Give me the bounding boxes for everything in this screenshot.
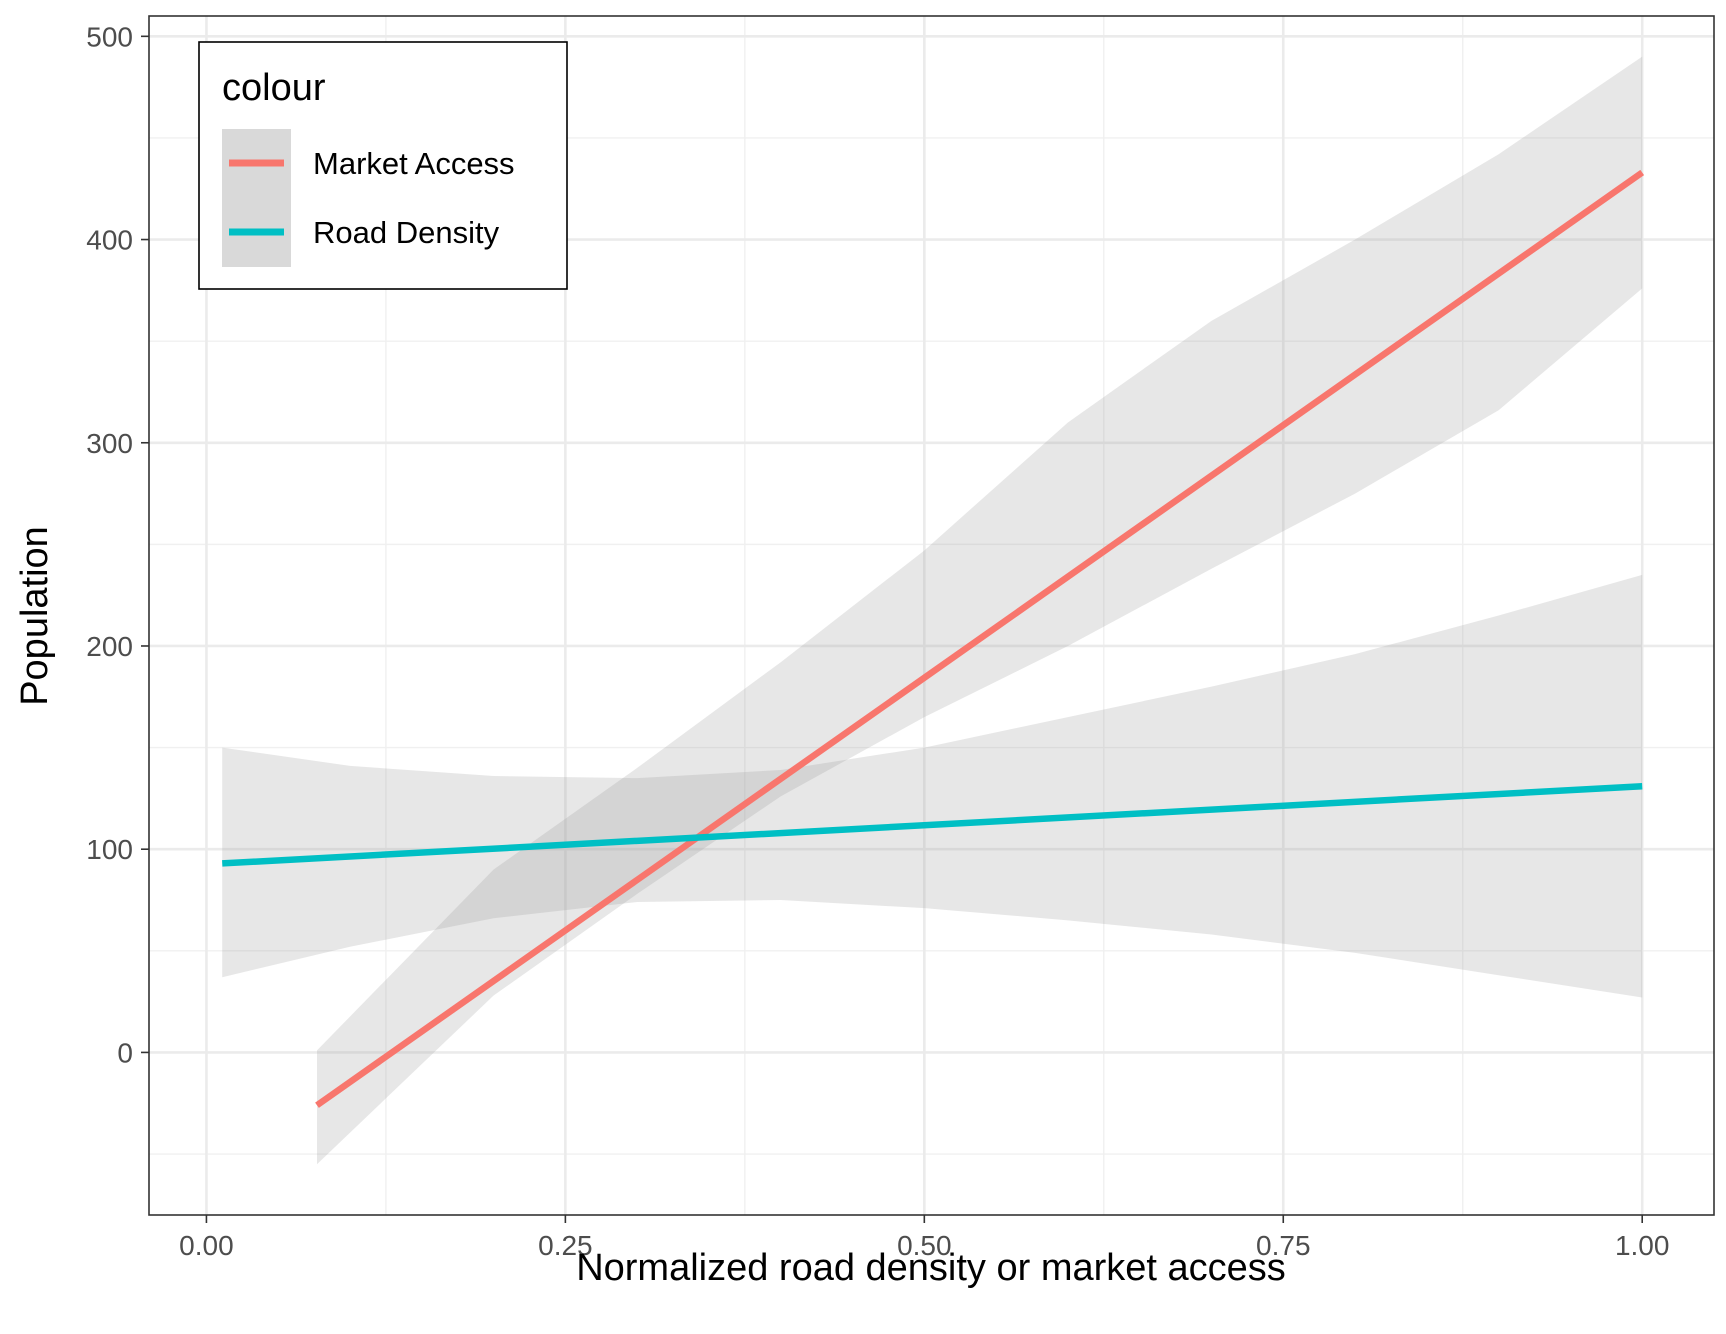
y-tick-label: 500 (86, 21, 133, 52)
series-line-market-access (315, 169, 1645, 1108)
major-gridlines (149, 16, 1714, 1215)
x-tick-label: 0.00 (179, 1230, 234, 1261)
x-tick-label: 1.00 (1615, 1230, 1670, 1261)
ribbon-road-density (222, 574, 1643, 998)
legend-title: colour (222, 67, 326, 109)
legend-label-road-density: Road Density (313, 215, 500, 250)
y-tick-label: 400 (86, 225, 133, 256)
y-tick-label: 300 (86, 428, 133, 459)
x-tick-label: 0.25 (538, 1230, 593, 1261)
y-tick-label: 100 (86, 834, 133, 865)
legend: colour Market Access Road Density (198, 41, 568, 290)
x-axis-title: Normalized road density or market access (576, 1247, 1286, 1289)
series-line-road-density (222, 782, 1643, 867)
y-axis-title: Population (14, 526, 56, 706)
y-tick-label: 0 (117, 1037, 133, 1068)
confidence-ribbons (222, 56, 1643, 1165)
legend-label-market-access: Market Access (313, 146, 515, 181)
y-tick-label: 200 (86, 631, 133, 662)
x-axis-ticks: 0.00 0.25 0.50 0.75 1.00 (179, 1215, 1669, 1261)
y-axis-ticks: 0 100 200 300 400 500 (86, 21, 149, 1068)
x-tick-label: 0.50 (897, 1230, 952, 1261)
x-tick-label: 0.75 (1256, 1230, 1311, 1261)
series-lines (222, 169, 1645, 1108)
plot-border (148, 15, 1715, 1216)
ribbon-market-access (316, 56, 1643, 1165)
